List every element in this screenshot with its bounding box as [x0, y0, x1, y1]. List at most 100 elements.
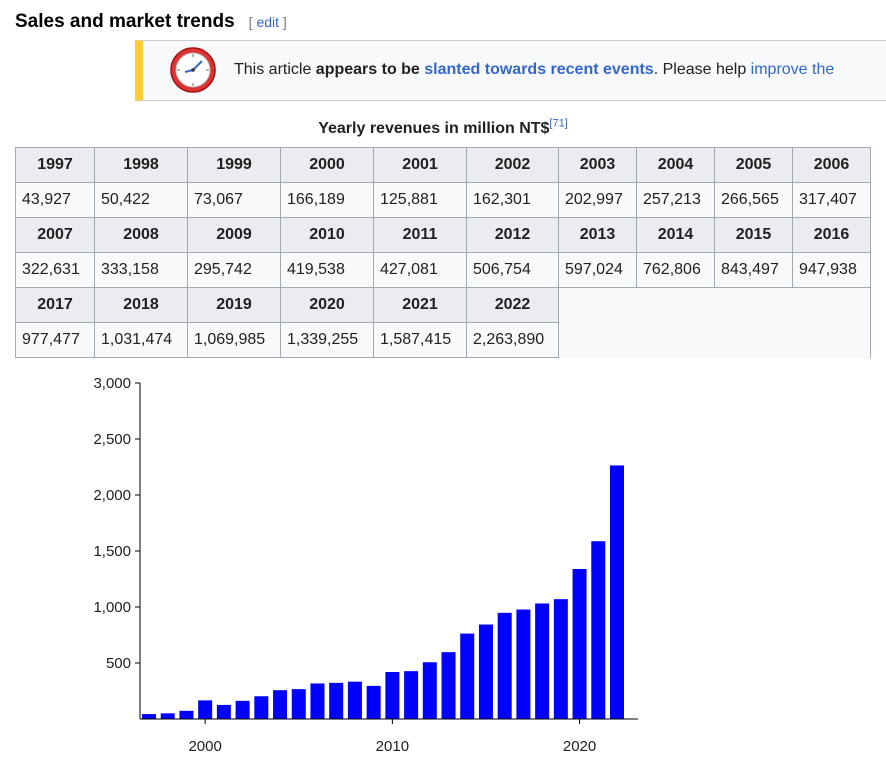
year-cell: 2012	[466, 217, 559, 253]
value-cell: 166,189	[280, 182, 374, 218]
bar-2007	[329, 682, 344, 719]
value-row: 43,927 50,422 73,067 166,189 125,881 162…	[15, 182, 871, 218]
year-row: 2007 2008 2009 2010 2011 2012 2013 2014 …	[15, 217, 871, 253]
bar-2020	[572, 569, 587, 719]
value-cell: 322,631	[15, 252, 95, 288]
bar-2004	[273, 690, 288, 719]
value-cell: 1,587,415	[373, 322, 467, 358]
value-cell: 257,213	[636, 182, 715, 218]
value-cell: 317,407	[792, 182, 871, 218]
bar-2012	[422, 662, 437, 719]
bar-2008	[347, 681, 362, 719]
y-tick-label: 500	[106, 655, 131, 672]
year-cell: 2008	[94, 217, 188, 253]
bar-2003	[254, 696, 269, 719]
year-cell: 2017	[15, 287, 95, 323]
y-tick-label: 2,500	[93, 431, 131, 448]
year-cell: 2014	[636, 217, 715, 253]
y-tick-label: 2,000	[93, 487, 131, 504]
year-cell: 1997	[15, 147, 95, 183]
section-title: Sales and market trends	[15, 11, 235, 32]
bar-2001	[216, 704, 231, 719]
year-cell: 2022	[466, 287, 559, 323]
improve-link[interactable]: improve the	[750, 61, 835, 78]
recentism-notice: This article appears to be slanted towar…	[135, 40, 886, 101]
year-cell: 2005	[714, 147, 793, 183]
revenue-bar-chart: 500 1,000 1,500 2,000 2,500 3,000 2000 2010 2020	[93, 375, 638, 755]
value-row: 322,631 333,158 295,742 419,538 427,081 …	[15, 252, 871, 288]
value-cell: 202,997	[558, 182, 637, 218]
bar-1998	[160, 713, 175, 719]
notice-text: This article appears to be slanted towar…	[234, 61, 834, 79]
edit-bracket-close: ]	[282, 14, 287, 30]
year-cell: 2009	[187, 217, 281, 253]
bar-2015	[478, 624, 493, 719]
y-tick-label: 1,500	[93, 543, 131, 560]
bar-2005	[291, 689, 306, 719]
year-cell: 1998	[94, 147, 188, 183]
x-tick-label: 2020	[563, 738, 596, 755]
value-cell: 125,881	[373, 182, 467, 218]
value-cell: 947,938	[792, 252, 871, 288]
value-cell: 843,497	[714, 252, 793, 288]
year-cell: 2010	[280, 217, 374, 253]
bar-1997	[142, 714, 156, 719]
value-cell: 1,339,255	[280, 322, 374, 358]
value-cell: 2,263,890	[466, 322, 559, 358]
value-cell: 506,754	[466, 252, 559, 288]
table-caption: Yearly revenues in million NT$[71]	[15, 117, 871, 138]
value-cell: 43,927	[15, 182, 95, 218]
value-cell: 1,031,474	[94, 322, 188, 358]
revenue-table: 1997 1998 1999 2000 2001 2002 2003 2004 …	[15, 147, 871, 358]
year-cell: 2000	[280, 147, 374, 183]
x-tick-label: 2010	[376, 738, 409, 755]
notice-text-2: . Please help	[653, 61, 751, 78]
bar-2000	[198, 700, 213, 719]
notice-text-bold: appears to be	[315, 61, 425, 78]
bar-2022	[610, 465, 624, 719]
year-row: 1997 1998 1999 2000 2001 2002 2003 2004 …	[15, 147, 871, 183]
value-cell: 977,477	[15, 322, 95, 358]
section-header: Sales and market trends [ edit ]	[15, 11, 287, 37]
year-cell: 2013	[558, 217, 637, 253]
empty-cell	[558, 287, 871, 358]
value-cell: 73,067	[187, 182, 281, 218]
bar-2016	[497, 612, 512, 719]
bar-2013	[441, 652, 456, 719]
year-cell: 2006	[792, 147, 871, 183]
value-cell: 266,565	[714, 182, 793, 218]
year-cell: 2003	[558, 147, 637, 183]
year-cell: 2018	[94, 287, 188, 323]
bar-2021	[591, 541, 606, 719]
bar-2011	[404, 671, 419, 719]
bar-2002	[235, 700, 250, 719]
reference-link[interactable]: [71]	[549, 117, 568, 130]
edit-section: [ edit ]	[249, 14, 287, 30]
year-cell: 1999	[187, 147, 281, 183]
edit-bracket-open: [	[248, 14, 253, 30]
year-cell: 2007	[15, 217, 95, 253]
value-cell: 419,538	[280, 252, 374, 288]
bar-1999	[179, 710, 194, 719]
bar-2017	[516, 609, 531, 719]
bar-2019	[553, 599, 568, 719]
bar-2018	[535, 603, 550, 719]
year-cell: 2004	[636, 147, 715, 183]
x-tick-label: 2000	[188, 738, 221, 755]
edit-link[interactable]: edit	[256, 14, 280, 30]
bar-2014	[460, 633, 475, 719]
year-cell: 2001	[373, 147, 467, 183]
year-cell: 2015	[714, 217, 793, 253]
year-cell: 2002	[466, 147, 559, 183]
year-cell: 2019	[187, 287, 281, 323]
value-cell: 427,081	[373, 252, 467, 288]
year-cell: 2021	[373, 287, 467, 323]
bar-2010	[385, 672, 400, 719]
recent-events-link[interactable]: slanted towards recent events	[424, 61, 654, 78]
value-cell: 50,422	[94, 182, 188, 218]
year-row: 2017 2018 2019 2020 2021 2022	[15, 287, 871, 358]
value-cell: 597,024	[558, 252, 637, 288]
value-cell: 762,806	[636, 252, 715, 288]
y-tick-label: 3,000	[93, 375, 131, 392]
y-tick-label: 1,000	[93, 599, 131, 616]
